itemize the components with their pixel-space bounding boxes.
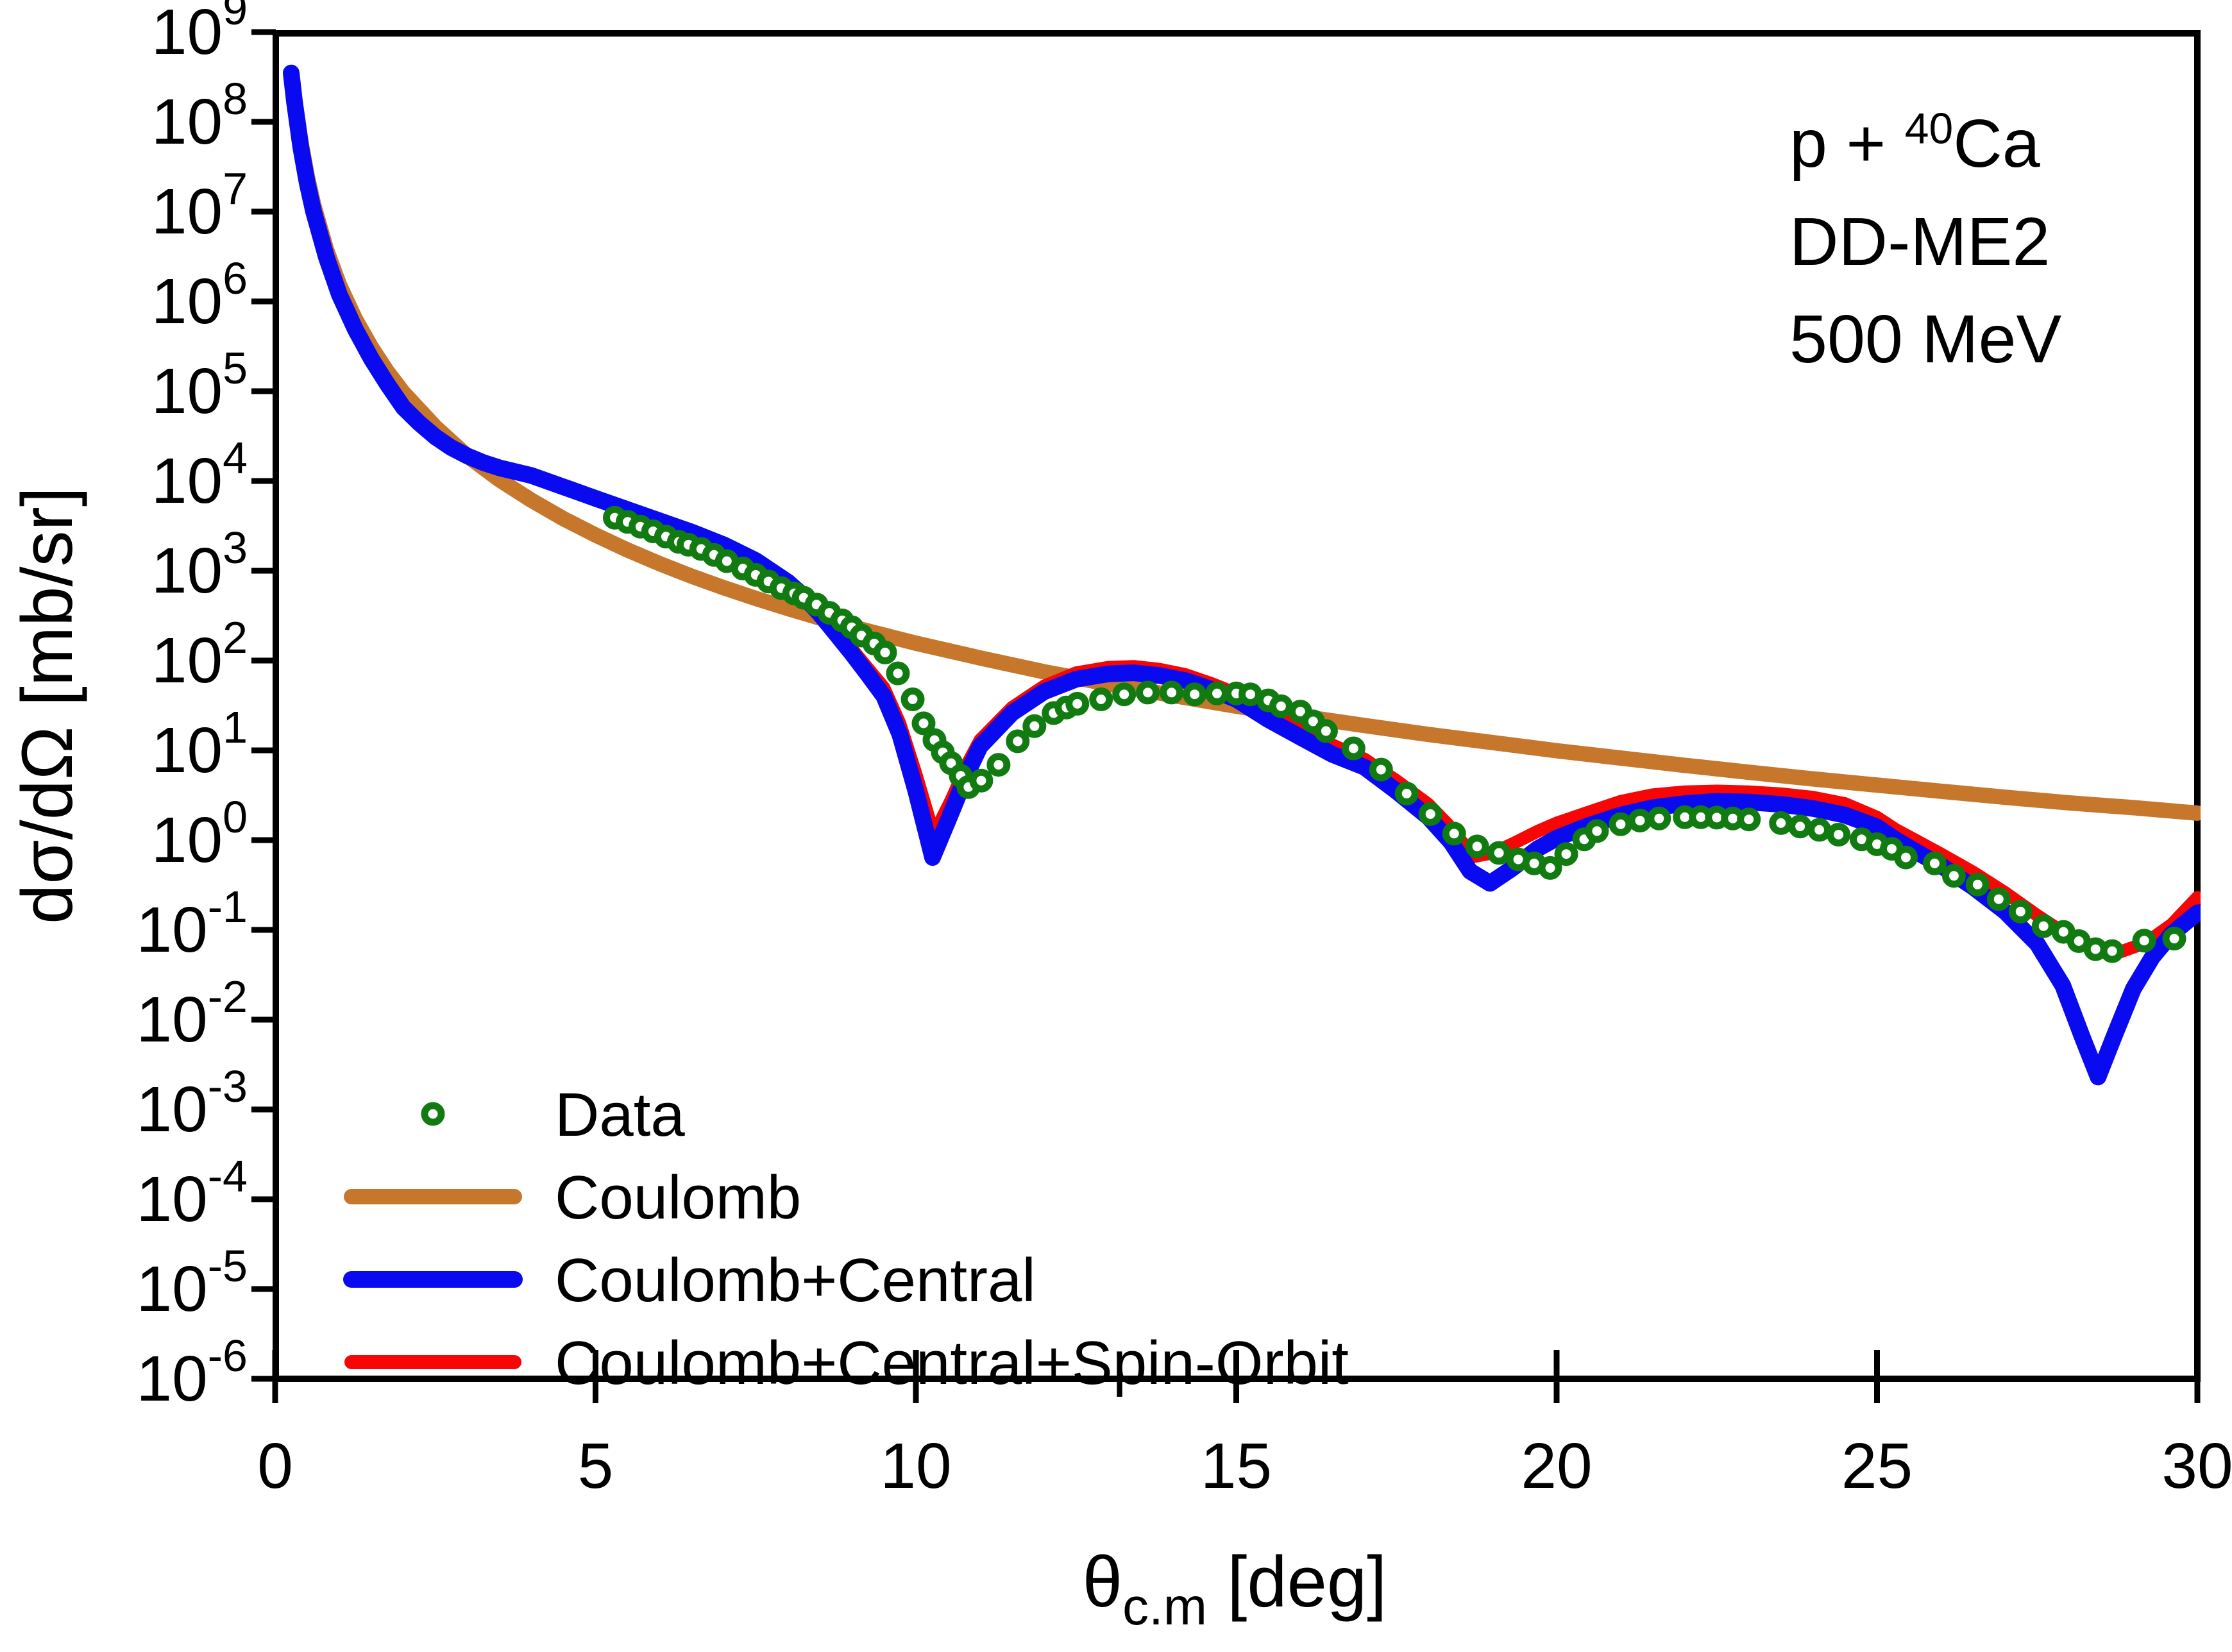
data-point-marker <box>1788 814 1813 839</box>
data-points <box>603 505 2186 963</box>
data-point-marker <box>969 768 993 793</box>
y-tick-label: 10-2 <box>137 972 248 1056</box>
y-tick-label: 107 <box>151 164 248 248</box>
energy-label: 500 MeV <box>1789 301 2062 378</box>
data-point-marker <box>1160 680 1184 705</box>
data-point-marker <box>1006 729 1030 754</box>
data-point-marker <box>1769 811 1793 835</box>
data-point-marker <box>1827 823 1851 847</box>
y-tick-label: 104 <box>151 433 248 517</box>
x-tick-label: 20 <box>1521 1430 1592 1502</box>
legend-item-label: Coulomb+Central <box>555 1246 1036 1315</box>
legend-item: Coulomb+Central+Spin-Orbit <box>344 1329 1349 1397</box>
y-tick-label: 10-3 <box>137 1061 248 1145</box>
data-point-marker <box>1647 806 1671 830</box>
x-tick-label: 25 <box>1841 1430 1913 1502</box>
model-label: DD-ME2 <box>1789 203 2050 280</box>
legend-item: Coulomb+Central <box>343 1246 1036 1315</box>
data-point-marker <box>1538 856 1562 880</box>
legend-item: Data <box>421 1081 685 1149</box>
y-tick-label: 109 <box>151 0 248 68</box>
data-point-marker <box>1136 680 1160 705</box>
y-tick-label: 10-1 <box>137 882 248 966</box>
legend-item-label: Coulomb+Central+Spin-Orbit <box>555 1329 1349 1397</box>
data-point-marker <box>1554 842 1578 866</box>
data-point-marker <box>2008 899 2033 923</box>
data-point-marker <box>1609 812 1633 836</box>
data-point-marker <box>1065 691 1090 716</box>
data-point-marker <box>900 687 925 711</box>
x-tick-label: 10 <box>880 1430 951 1502</box>
data-point-marker <box>1341 736 1365 761</box>
data-point-marker <box>1628 809 1652 833</box>
data-point-marker <box>1394 781 1419 805</box>
legend: Data Coulomb Coulomb+Central Coulomb+Centra… <box>343 1081 1349 1397</box>
y-tick-label: 108 <box>151 74 248 158</box>
y-tick-label: 10-5 <box>137 1241 248 1325</box>
x-tick-label: 30 <box>2161 1430 2232 1502</box>
y-tick-label: 105 <box>151 343 248 427</box>
mass-superscript: 40 <box>1904 105 1954 153</box>
data-point-marker <box>1807 818 1832 842</box>
data-point-marker <box>1894 845 1918 870</box>
data-point-marker <box>1922 851 1947 875</box>
data-point-marker <box>1205 681 1229 705</box>
data-point-marker <box>1465 834 1489 859</box>
data-point-marker <box>1269 694 1293 718</box>
data-point-marker <box>1112 682 1137 707</box>
data-point-marker <box>1585 819 1609 843</box>
x-tick-label: 5 <box>578 1430 614 1502</box>
data-point-marker <box>1941 864 1966 888</box>
y-tick-label: 100 <box>151 792 248 876</box>
data-point-marker <box>2132 929 2156 953</box>
x-axis: 0 5 10 15 20 25 30 <box>257 1350 2232 1502</box>
data-point-marker <box>1314 719 1338 743</box>
data-point-marker <box>1965 872 1990 897</box>
x-axis-title: θc.m [deg] <box>1083 1542 1387 1636</box>
y-tick-label: 10-4 <box>137 1151 248 1235</box>
data-point-marker <box>2100 939 2124 963</box>
data-point-marker <box>1239 682 1262 707</box>
central-curve <box>283 64 2201 1086</box>
y-axis-title: dσ/dΩ [mb/sr] <box>7 487 87 924</box>
data-point-marker <box>1183 682 1207 707</box>
data-point-marker <box>2031 914 2056 938</box>
data-point-marker <box>911 711 936 736</box>
data-point-marker <box>1369 757 1393 782</box>
data-point-marker <box>886 661 910 686</box>
y-tick-label: 103 <box>151 523 248 607</box>
reaction-label: p + 40Ca <box>1789 105 2040 181</box>
data-point-marker <box>1089 687 1113 711</box>
legend-item-label: Data <box>555 1081 685 1149</box>
data-point-marker <box>986 753 1011 777</box>
plot-frame <box>273 30 2201 1382</box>
legend-item-label: Coulomb <box>555 1163 801 1232</box>
data-point-marker <box>873 640 897 664</box>
y-tick-label: 106 <box>151 253 248 337</box>
data-point-marker <box>2162 927 2186 951</box>
data-point-marker <box>1022 714 1047 738</box>
y-axis: 10910810710610510410310210110010-110-210… <box>137 0 276 1415</box>
data-point-marker <box>1737 807 1761 832</box>
x-tick-label: 0 <box>257 1430 293 1502</box>
plot-annotation-block: p + 40Ca DD-ME2 500 MeV <box>1789 95 2061 389</box>
data-point-marker <box>1418 802 1442 826</box>
data-point-marker <box>1442 822 1466 846</box>
y-tick-label: 101 <box>151 702 248 786</box>
y-tick-label: 102 <box>151 612 248 696</box>
data-point-marker <box>1986 887 2011 911</box>
legend-data-marker-icon <box>421 1102 445 1126</box>
series-group <box>283 64 2201 1086</box>
data-point-marker <box>1487 841 1511 865</box>
legend-item: Coulomb <box>344 1163 801 1232</box>
y-tick-label: 10-6 <box>137 1331 248 1415</box>
x-tick-label: 15 <box>1201 1430 1272 1502</box>
